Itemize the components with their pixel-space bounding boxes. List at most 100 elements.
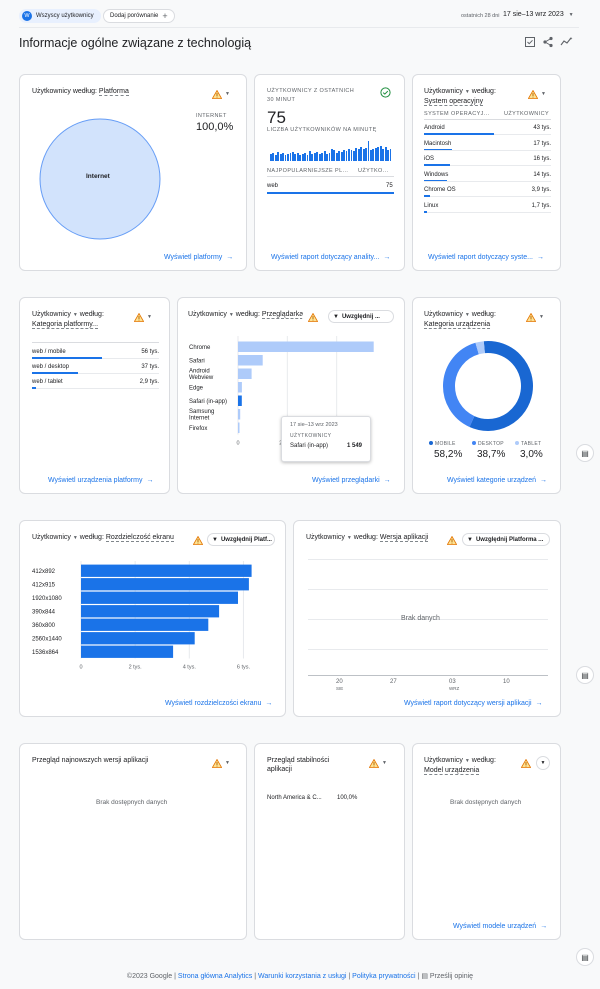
data-quality-button[interactable]: ▼	[206, 87, 236, 101]
chevron-down-icon[interactable]: ▼	[464, 312, 470, 318]
row-divider	[424, 134, 551, 135]
data-quality-button[interactable]	[302, 310, 324, 324]
analytics-home-link[interactable]: Strona główna Analytics	[177, 973, 253, 980]
card-title: Przegląd najnowszych wersji aplikacji	[32, 757, 149, 764]
dimension-picker[interactable]: Wersja aplikacji	[379, 534, 429, 542]
date-range-prefix: ostatnich 28 dni	[461, 13, 500, 19]
data-quality-button[interactable]	[444, 533, 460, 547]
table-row-label: Macintosh	[424, 140, 452, 147]
separator: |	[417, 973, 420, 980]
dimension-picker[interactable]: System operacyjny	[424, 98, 484, 106]
legend-value: 3,0%	[520, 449, 543, 460]
category-label: 390x844	[32, 609, 56, 615]
data-quality-button[interactable]: ▼	[522, 87, 552, 101]
add-comparison-button[interactable]: Dodaj porównanie +	[103, 9, 175, 23]
card-title: Użytkownicy ▼ według: Wersja aplikacji	[306, 533, 429, 543]
minute-bar	[313, 153, 316, 161]
minute-bar	[367, 141, 370, 161]
view-browsers-link[interactable]: Wyświetl przeglądarki →	[312, 477, 391, 484]
chevron-down-icon: ▼	[382, 760, 387, 766]
chevron-down-icon[interactable]: ▼	[346, 535, 352, 541]
category-label: 1920x1080	[32, 596, 62, 602]
minute-bar	[340, 152, 343, 161]
link-label: Wyświetl raport dotyczący anality...	[271, 254, 380, 261]
privacy-link[interactable]: Polityka prywatności	[352, 973, 416, 980]
chevron-down-icon[interactable]: ▼	[464, 758, 470, 764]
x-tick-sublabel: WRZ	[449, 686, 460, 691]
dimension-picker[interactable]: Przeglądarka	[261, 311, 304, 319]
table-row-value: 3,9 tys.	[531, 187, 551, 194]
link-label: Wyświetl modele urządzeń	[453, 923, 537, 930]
dimension-picker[interactable]: Rozdzielczość ekranu	[105, 534, 174, 542]
minute-bar	[348, 149, 350, 161]
view-resolutions-link[interactable]: Wyświetl rozdzielczości ekranu →	[165, 700, 272, 707]
chevron-down-icon[interactable]: ▼	[464, 89, 470, 95]
feedback-button[interactable]: ▤	[576, 666, 594, 684]
table-row-value: 37 tys.	[141, 364, 159, 370]
arrow-right-icon: →	[536, 254, 544, 261]
filter-chip[interactable]: ▼ Uwzględnij ...	[328, 310, 394, 323]
x-tick-label: 6 tys.	[237, 665, 251, 671]
arrow-right-icon: →	[540, 477, 548, 484]
comment-icon: ▤	[581, 952, 589, 962]
filter-chip[interactable]: ▼ Uwzględnij Platf...	[207, 533, 275, 546]
dimension-picker[interactable]: Platforma	[98, 88, 129, 96]
card-title: Użytkownicy ▼ według: Rozdzielczość ekra…	[32, 533, 174, 543]
view-app-versions-link[interactable]: Wyświetl raport dotyczący wersji aplikac…	[404, 700, 543, 707]
date-range-picker[interactable]: 17 sie–13 wrz 2023 ▼	[503, 11, 574, 18]
gridline	[308, 559, 548, 560]
copyright: ©2023 Google	[126, 973, 173, 980]
chevron-down-icon[interactable]: ▼	[228, 312, 234, 318]
data-quality-button[interactable]	[190, 533, 206, 547]
feedback-link[interactable]: ▤ Prześlij opinię	[421, 973, 473, 980]
dimension-picker[interactable]: Model urządzenia	[424, 767, 480, 775]
warning-icon	[212, 89, 223, 99]
filter-chip[interactable]: ▼ Uwzględnij Platforma ...	[462, 533, 550, 546]
view-device-platforms-link[interactable]: Wyświetl urządzenia platformy →	[48, 477, 153, 484]
bar-360x800	[81, 618, 209, 631]
feedback-label: Prześlij opinię	[429, 973, 474, 980]
minute-bar	[323, 151, 326, 161]
bar-chrome	[238, 341, 374, 352]
view-os-link[interactable]: Wyświetl raport dotyczący syste... →	[428, 254, 544, 261]
dimension-picker[interactable]: Kategoria urządzenia	[424, 321, 491, 329]
row-divider	[424, 180, 551, 182]
view-device-models-link[interactable]: Wyświetl modele urządzeń →	[453, 923, 547, 930]
view-platforms-link[interactable]: Wyświetl platformy →	[164, 254, 233, 261]
minute-bar	[289, 153, 292, 161]
edit-report-icon[interactable]	[524, 36, 536, 48]
terms-link[interactable]: Warunki korzystania z usługi	[257, 973, 347, 980]
insights-icon[interactable]	[560, 36, 574, 48]
donut-slice-desktop	[443, 342, 480, 428]
bar-safari-in-app-	[238, 395, 242, 406]
data-quality-button[interactable]: ▼	[363, 756, 393, 770]
comment-icon: ▤	[421, 973, 428, 980]
table-row-label: web / mobile	[32, 349, 66, 355]
minute-bar	[338, 151, 341, 161]
dimension-picker[interactable]: Kategoria platformy...	[32, 321, 99, 329]
feedback-button[interactable]: ▤	[576, 444, 594, 462]
minute-bar	[282, 153, 285, 161]
data-quality-button[interactable]	[518, 756, 534, 770]
category-label: 1536x864	[32, 650, 59, 656]
chevron-down-icon[interactable]: ▼	[72, 535, 78, 541]
feedback-button[interactable]: ▤	[576, 948, 594, 966]
minute-bar	[311, 154, 314, 161]
resolution-bar-chart: 0 2 tys. 4 tys. 6 tys. 412x892 412x915 1920x10…	[32, 561, 252, 671]
share-icon[interactable]	[542, 36, 554, 48]
chevron-down-icon[interactable]: ▼	[72, 312, 78, 318]
data-quality-button[interactable]: ▼	[520, 310, 550, 324]
gridline	[308, 619, 548, 620]
segment-chip[interactable]: W Wszyscy użytkownicy	[19, 9, 101, 23]
view-realtime-link[interactable]: Wyświetl raport dotyczący anality... →	[271, 254, 390, 261]
device-category-donut	[443, 341, 533, 431]
data-quality-button[interactable]: ▼	[206, 756, 236, 770]
filter-icon[interactable]: ▼	[536, 756, 550, 770]
data-quality-button[interactable]: ▼	[128, 310, 158, 324]
pie-slice-internet	[39, 118, 161, 240]
title-mid: według:	[235, 311, 260, 318]
footer: ©2023 Google | Strona główna Analytics |…	[0, 972, 600, 980]
view-device-categories-link[interactable]: Wyświetl kategorie urządzeń →	[447, 477, 547, 484]
table-row-label: web / tablet	[32, 379, 63, 385]
chevron-down-icon: ▼	[539, 314, 544, 320]
